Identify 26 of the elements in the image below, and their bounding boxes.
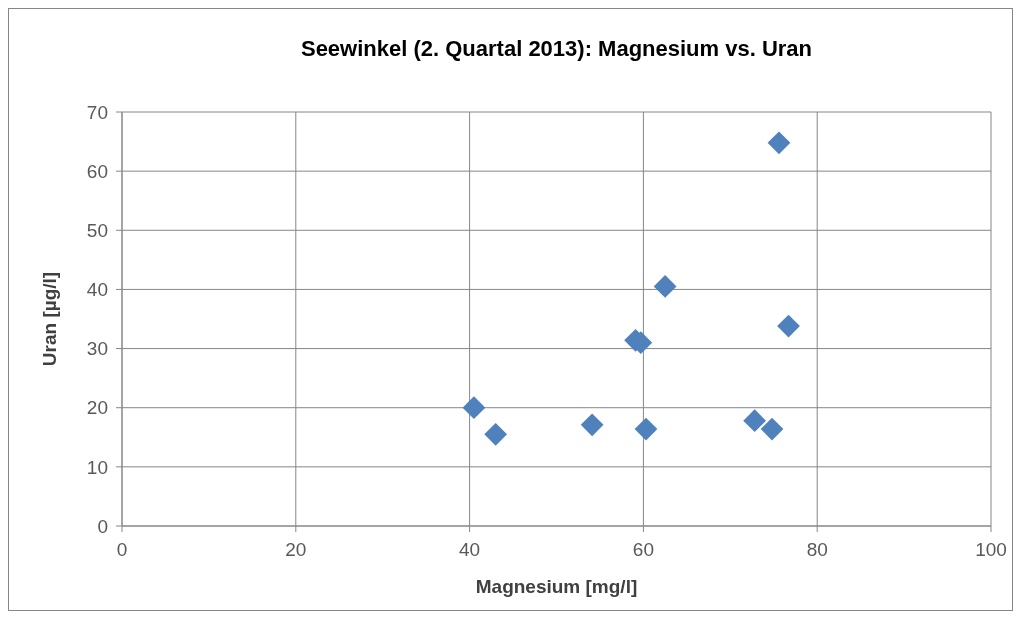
x-tick-label: 60 <box>632 539 654 560</box>
point <box>743 409 767 433</box>
x-tick-label: 0 <box>116 539 128 560</box>
y-tick-label: 0 <box>97 515 108 537</box>
point <box>767 131 791 155</box>
point <box>484 422 508 446</box>
y-tick-label: 60 <box>86 160 108 182</box>
y-tick-label: 10 <box>86 456 108 478</box>
point <box>634 417 658 441</box>
point <box>462 396 486 420</box>
chart-title: Seewinkel (2. Quartal 2013): Magnesium vs. Uran <box>300 36 813 61</box>
point <box>760 417 784 441</box>
x-tick-label: 20 <box>285 539 307 560</box>
x-axis-title: Magnesium [mg/l] <box>475 576 638 597</box>
y-tick-label: 20 <box>86 397 108 419</box>
point <box>777 314 800 338</box>
x-tick-label: 100 <box>975 539 1007 560</box>
y-axis-title: Uran [µg/l] <box>39 271 60 367</box>
y-tick-label: 40 <box>86 279 108 301</box>
y-tick-label: 50 <box>86 219 108 241</box>
y-tick-label: 70 <box>86 101 108 123</box>
point <box>653 275 677 298</box>
y-tick-label: 30 <box>86 338 108 360</box>
x-tick-label: 80 <box>806 539 828 560</box>
point <box>580 413 604 437</box>
x-tick-label: 40 <box>459 539 481 560</box>
